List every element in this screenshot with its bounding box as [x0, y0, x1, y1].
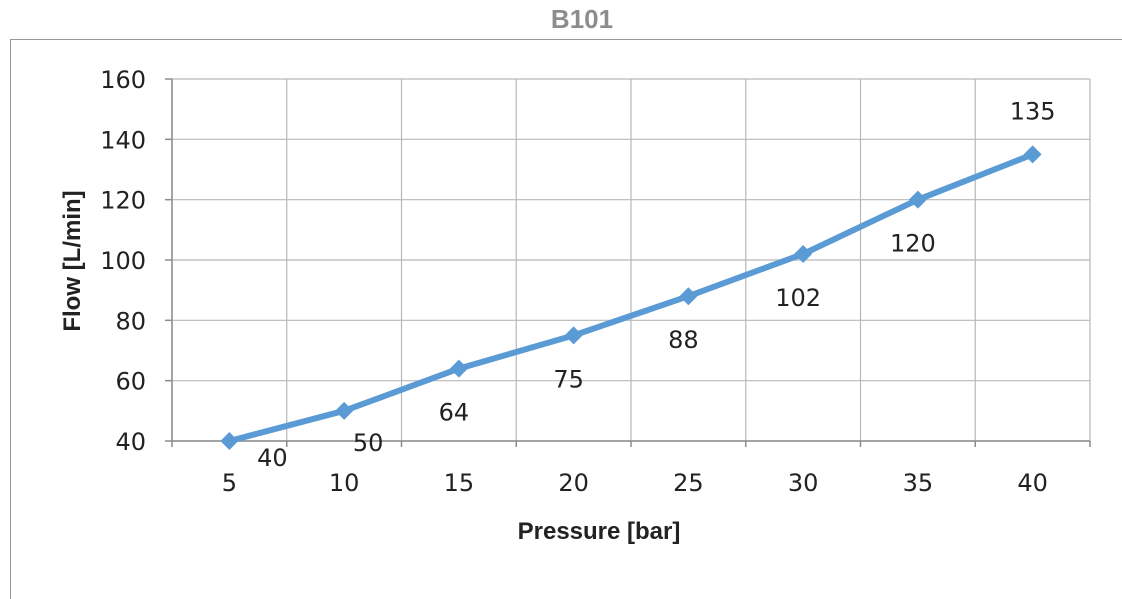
data-point-marker — [794, 244, 813, 263]
x-axis-label: Pressure [bar] — [518, 518, 681, 545]
grid-lines — [165, 78, 1091, 447]
y-tick-label: 120 — [100, 187, 146, 215]
data-label: 102 — [775, 284, 821, 312]
x-tick-label: 5 — [222, 469, 237, 497]
x-tick-label: 30 — [788, 469, 819, 497]
chart-frame — [10, 39, 1122, 599]
y-tick-label: 160 — [100, 66, 146, 94]
y-axis-ticks: 40 60 80 100 120 140 160 — [100, 66, 146, 456]
data-label: 64 — [439, 399, 470, 427]
data-label: 50 — [353, 429, 384, 457]
y-axis-label: Flow [L/min] — [59, 190, 86, 331]
y-tick-label: 60 — [115, 368, 146, 396]
x-tick-label: 15 — [444, 469, 475, 497]
data-point-marker — [449, 359, 468, 378]
y-tick-label: 40 — [115, 428, 146, 456]
data-labels: 40 50 64 75 88 102 120 135 — [257, 97, 1055, 472]
data-point-marker — [564, 326, 583, 345]
chart-title: B101 — [550, 4, 614, 34]
x-tick-label: 35 — [903, 469, 934, 497]
series-markers — [220, 145, 1042, 450]
line-chart: 40 60 80 100 120 140 160 5 10 15 20 25 30 35 40 40 50 6… — [59, 66, 1091, 545]
x-tick-label: 40 — [1017, 469, 1048, 497]
y-tick-label: 100 — [100, 247, 146, 275]
x-tick-label: 10 — [329, 469, 360, 497]
data-point-marker — [1023, 145, 1042, 164]
data-label: 88 — [668, 326, 699, 354]
data-label: 135 — [1010, 97, 1056, 125]
data-label: 40 — [257, 444, 288, 472]
x-axis-ticks: 5 10 15 20 25 30 35 40 — [222, 469, 1048, 497]
x-tick-label: 25 — [673, 469, 704, 497]
data-point-marker — [908, 190, 927, 209]
x-tick-label: 20 — [558, 469, 589, 497]
data-point-marker — [335, 401, 354, 420]
data-label: 120 — [890, 230, 936, 258]
data-label: 75 — [553, 365, 584, 393]
y-tick-label: 80 — [115, 307, 146, 335]
data-point-marker — [220, 432, 239, 450]
y-tick-label: 140 — [100, 126, 146, 154]
data-point-marker — [679, 287, 698, 306]
series-line — [226, 151, 1036, 444]
